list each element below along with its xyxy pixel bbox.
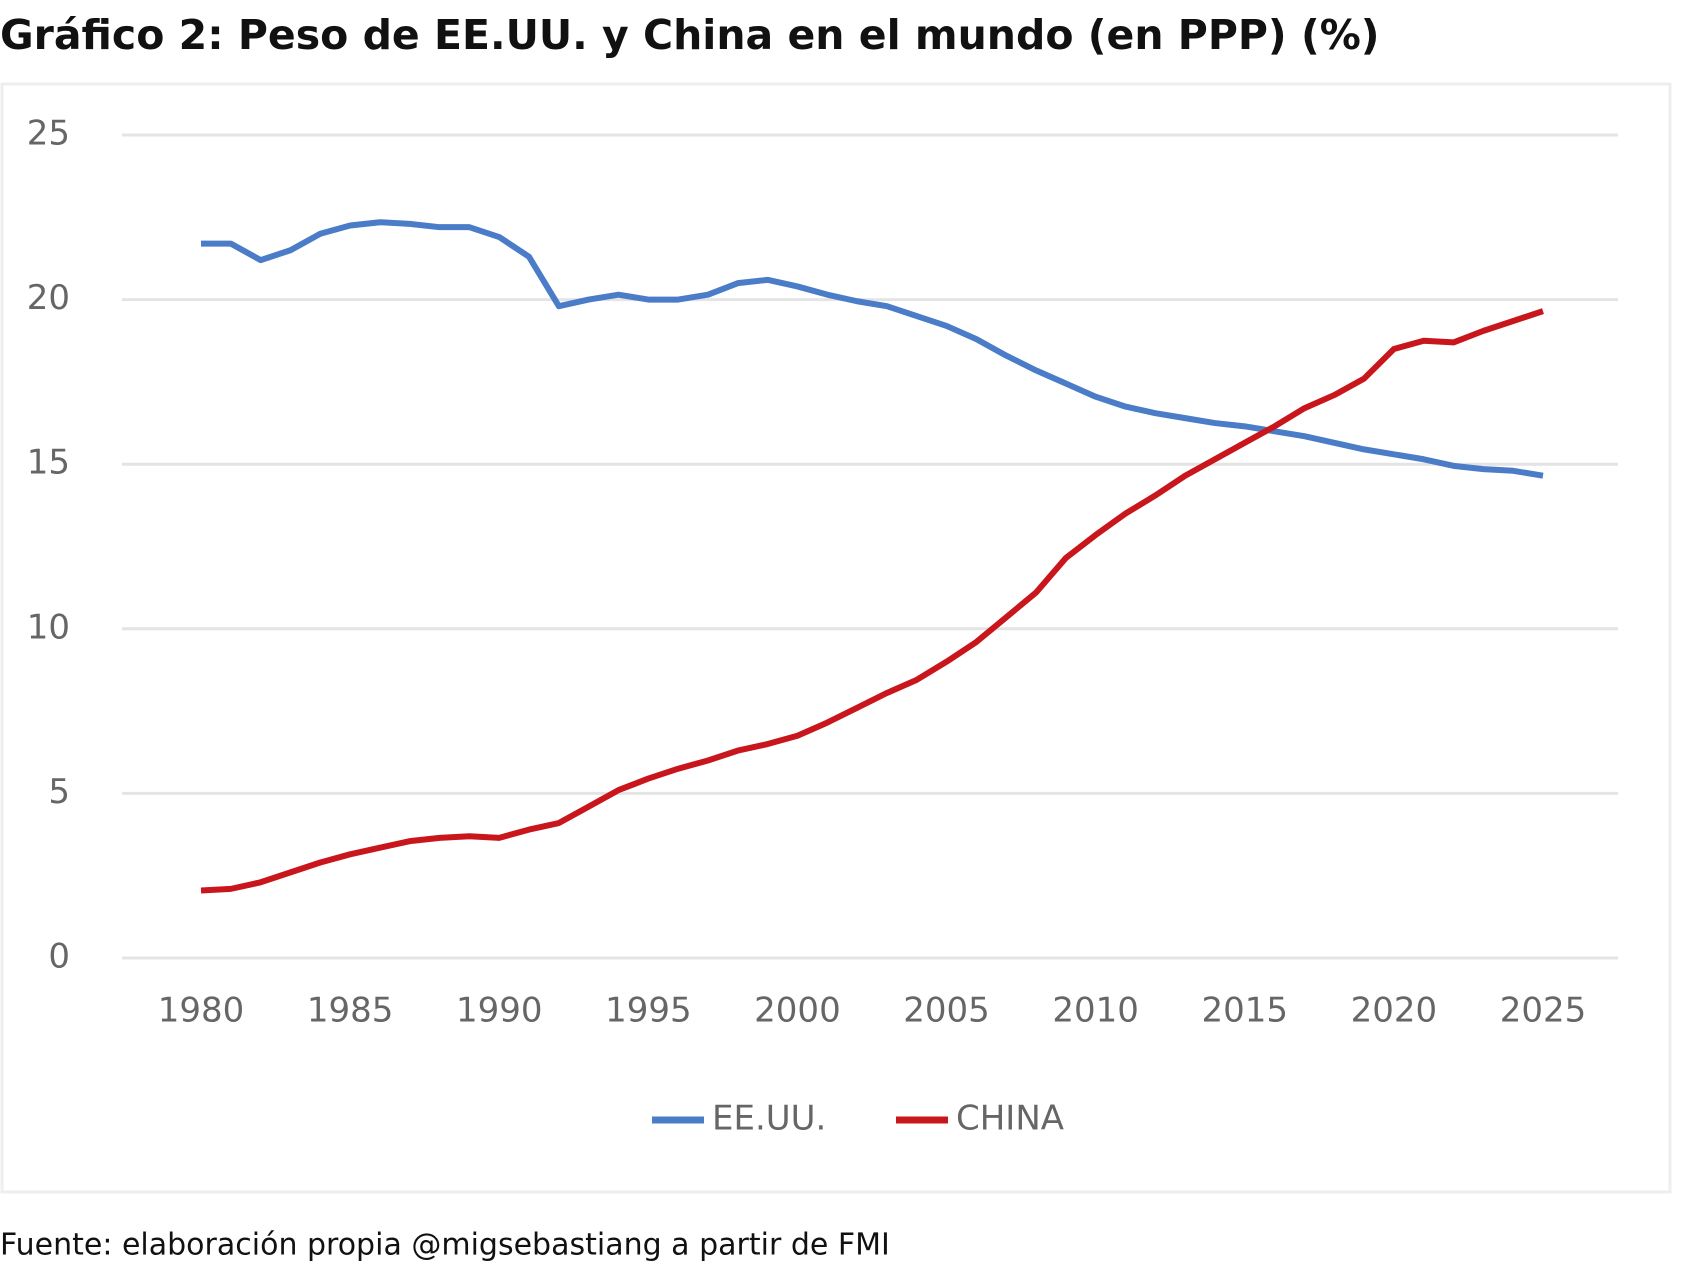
x-tick-label: 2005 (903, 991, 990, 1031)
y-tick-label: 0 (48, 937, 70, 977)
y-tick-label: 5 (48, 772, 70, 812)
y-tick-label: 15 (27, 443, 70, 483)
x-tick-label: 1980 (158, 991, 245, 1031)
series-line (200, 308, 1544, 894)
y-tick-label: 20 (27, 278, 70, 318)
chart-title: Gráfico 2: Peso de EE.UU. y China en el … (0, 11, 1380, 59)
legend-label: EE.UU. (712, 1099, 826, 1139)
x-tick-label: 1990 (456, 991, 543, 1031)
x-tick-label: 2025 (1500, 991, 1587, 1031)
legend-label: CHINA (956, 1099, 1064, 1139)
series-line (201, 219, 1544, 479)
chart-frame (0, 82, 1672, 1194)
x-tick-label: 2015 (1202, 991, 1289, 1031)
x-tick-label: 2010 (1052, 991, 1139, 1031)
x-tick-label: 2000 (754, 991, 841, 1031)
x-tick-label: 2020 (1351, 991, 1438, 1031)
y-tick-label: 10 (27, 607, 70, 647)
source-note: Fuente: elaboración propia @migsebastian… (0, 1228, 890, 1263)
x-tick-label: 1995 (605, 991, 692, 1031)
x-tick-label: 1985 (307, 991, 394, 1031)
y-tick-label: 25 (27, 114, 70, 154)
